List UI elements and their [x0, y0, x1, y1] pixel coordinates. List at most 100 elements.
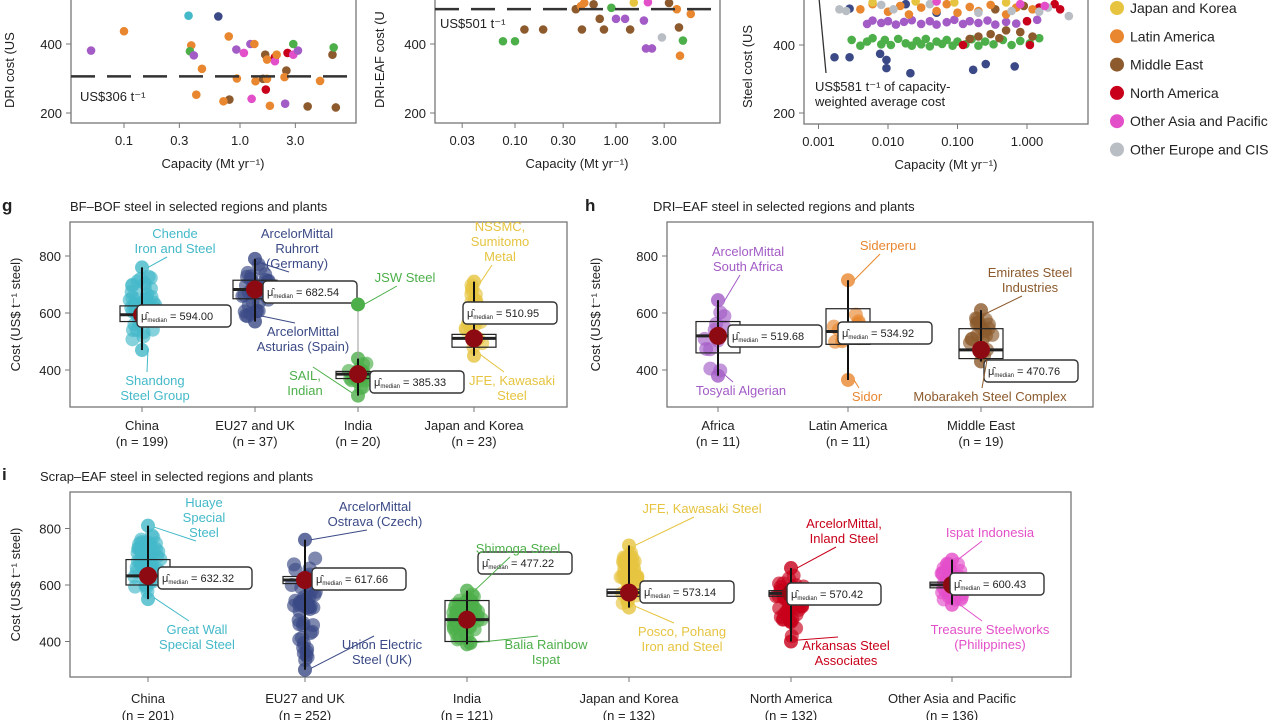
category-label: Japan and Korea — [424, 418, 524, 433]
data-point-me — [674, 23, 684, 32]
y-tick-label: 400 — [636, 363, 658, 378]
median-symbol: μ̂ — [842, 328, 850, 340]
category-n-label: (n = 20) — [335, 434, 380, 449]
plant-name: Balia Rainbow — [504, 637, 588, 652]
data-point-eu — [875, 49, 885, 59]
plant-annotation-top: JSW Steel — [363, 270, 435, 305]
median-label-box — [983, 359, 1079, 383]
median-value: = 632.32 — [191, 573, 234, 585]
data-point-africa — [958, 19, 968, 29]
category-north-america: μ̂median = 570.42 ArcelorMittal,Inland Ste… — [768, 516, 890, 682]
data-point-me — [328, 50, 337, 59]
median-label-box — [462, 301, 558, 325]
median-label: μ̂median = 385.33 — [369, 370, 465, 394]
data-point-la — [262, 55, 272, 64]
data-point-la — [197, 64, 207, 74]
data-point-la — [904, 10, 914, 19]
y-tick-label: 400 — [39, 635, 61, 650]
plant-name: ArcelorMittal — [261, 226, 333, 241]
median-label: μ̂median = 573.14 — [639, 580, 735, 604]
y-tick-label: 400 — [404, 37, 426, 52]
annotation-leader — [153, 526, 197, 542]
median-label-text: μ̂median = 534.92 — [842, 328, 914, 341]
median-label-box — [786, 582, 882, 606]
data-point-la — [224, 32, 234, 41]
y-axis-label: Steel cost (US — [740, 25, 755, 108]
plant-point — [136, 325, 151, 340]
reference-label: weighted average cost — [814, 94, 945, 109]
median-symbol: μ̂ — [467, 308, 475, 320]
data-point-india — [925, 42, 935, 51]
scatter-panel-3 — [799, 0, 1089, 129]
median-symbol: μ̂ — [374, 377, 382, 389]
data-point-la — [942, 0, 952, 9]
data-point-africa — [883, 16, 893, 26]
data-point-india — [847, 35, 856, 45]
annotation-leader — [796, 636, 839, 641]
data-point-africa — [991, 20, 1000, 29]
data-point-la — [686, 9, 696, 19]
category-n-label: (n = 132) — [765, 708, 817, 720]
category-n-label: (n = 132) — [603, 708, 655, 720]
data-point-africa — [868, 16, 877, 25]
plant-name: Posco, Pohang — [638, 624, 726, 639]
median-label: μ̂median = 682.54 — [262, 280, 358, 304]
legend-swatch — [1110, 57, 1124, 72]
annotation-leader — [147, 256, 168, 268]
annotation-leader — [853, 379, 860, 389]
plant-name: Siderperu — [860, 238, 916, 253]
plant-name: (Philippines) — [954, 637, 1026, 652]
data-point-africa — [983, 16, 992, 25]
median-subscript: median — [960, 586, 980, 592]
data-point-oec — [657, 33, 667, 42]
plant-annotation-top: Siderperu — [853, 238, 916, 281]
category-eu27-and-uk: μ̂median = 682.54 ArcelorMittalRuhrort(Ger… — [232, 226, 358, 412]
median-label-text: μ̂median = 600.43 — [954, 579, 1026, 592]
plant-name: Steel Group — [120, 388, 189, 403]
data-point-india — [1034, 33, 1044, 43]
legend-swatch — [1110, 85, 1124, 100]
legend-item-oap — [1110, 114, 1124, 129]
y-axis-label: DRI cost (US — [2, 32, 17, 108]
data-point-me — [995, 33, 1004, 43]
median-label-text: μ̂median = 573.14 — [644, 587, 716, 600]
data-point-india — [880, 35, 890, 45]
plant-annotation-top: Ispat Indonesia — [946, 525, 1035, 560]
plant-point — [133, 272, 148, 287]
category-label: Africa — [701, 418, 735, 433]
data-point-eu — [882, 55, 891, 65]
plant-point — [703, 342, 718, 357]
data-point-la — [280, 72, 289, 82]
reference-label: US$501 t⁻¹ — [440, 16, 506, 31]
plant-name: Mobarakeh Steel Complex — [913, 389, 1067, 404]
median-value: = 682.54 — [296, 287, 339, 299]
median-subscript: median — [273, 294, 293, 300]
plant-point — [284, 578, 299, 593]
x-tick-label: 0.3 — [170, 133, 188, 148]
data-point-oap — [1040, 1, 1050, 11]
data-point-la — [916, 3, 926, 12]
x-tick-label: 0.30 — [551, 133, 576, 148]
data-point-oec — [925, 0, 935, 9]
y-tick-label: 400 — [40, 37, 62, 52]
median-value: = 510.95 — [496, 308, 539, 320]
plant-point — [143, 270, 158, 285]
plant-point — [240, 265, 255, 280]
median-dot — [296, 571, 314, 590]
plant-point — [292, 597, 307, 612]
plant-name: Ispat Indonesia — [946, 525, 1035, 540]
median-label-box — [477, 551, 573, 575]
plant-name: Huaye — [185, 495, 223, 510]
scatter-panel-2 — [430, 0, 721, 128]
